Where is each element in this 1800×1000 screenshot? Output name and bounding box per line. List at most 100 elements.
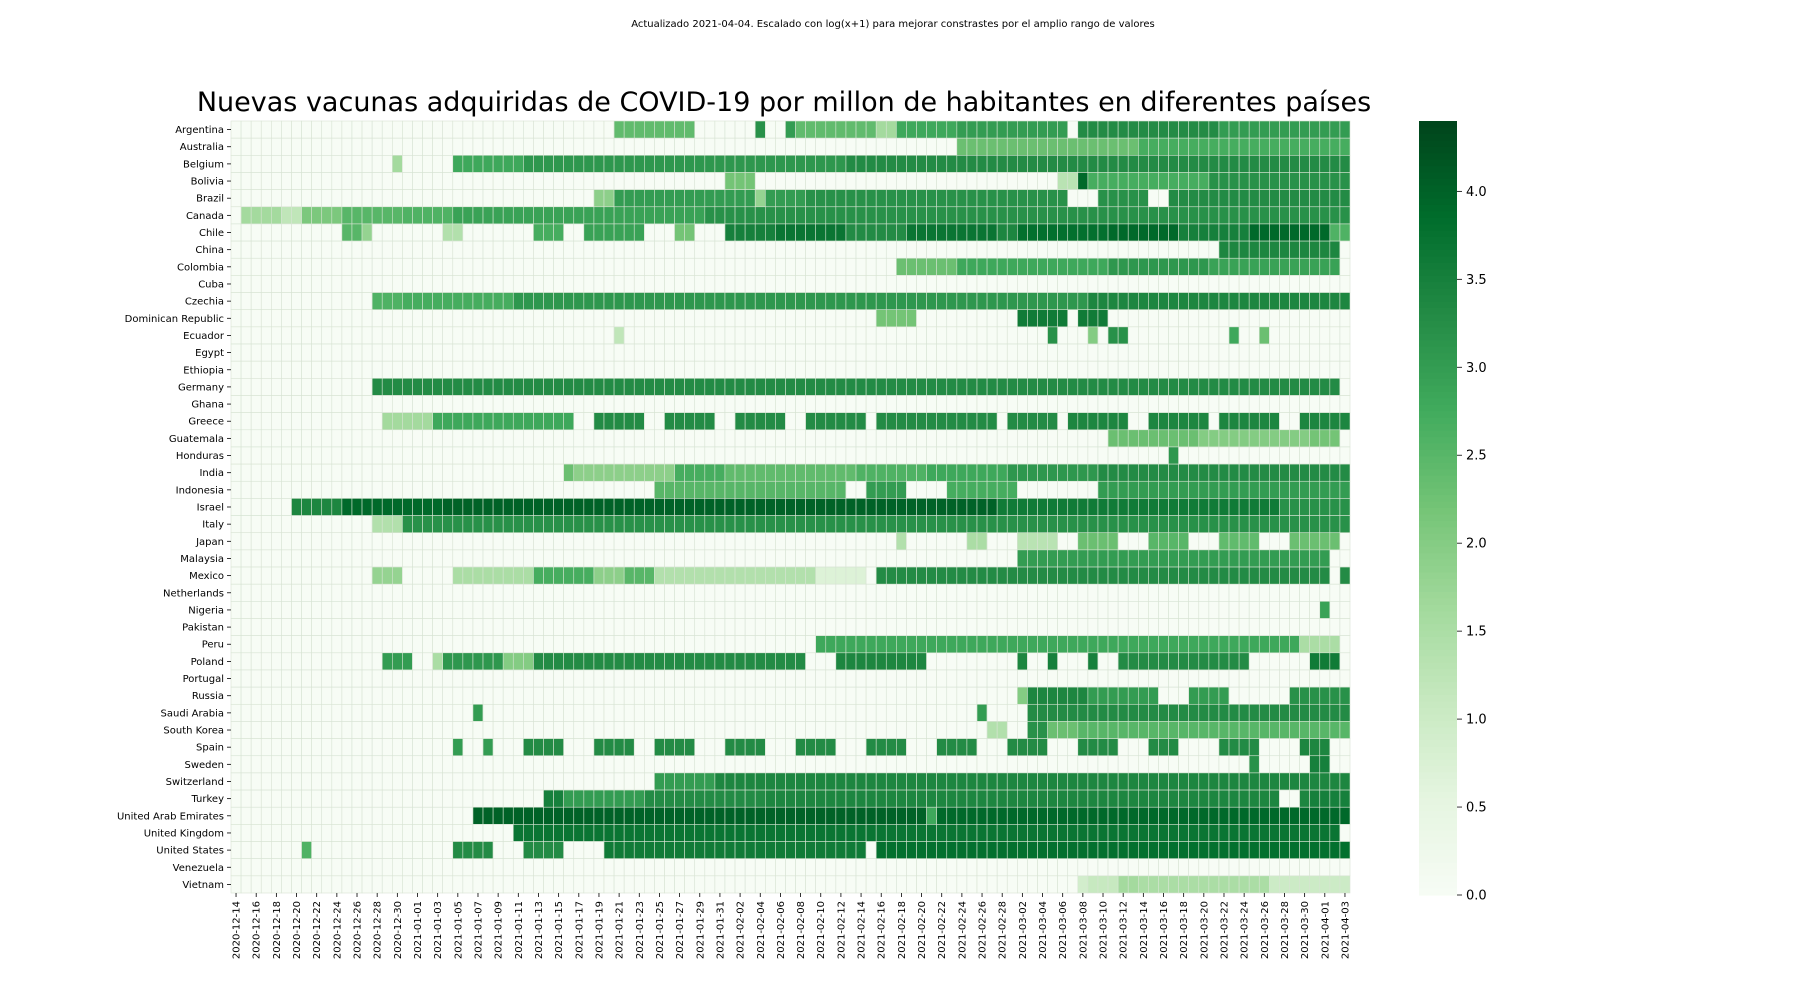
- heat-cell-ghana-2020-12-27: [361, 395, 373, 413]
- heat-cell-russia-2021-01-20: [603, 686, 615, 705]
- heat-cell-malaysia-2021-01-29: [694, 549, 706, 568]
- heat-cell-pakistan-2021-01-09: [492, 618, 504, 636]
- heat-cell-chile-2021-02-22: [936, 223, 948, 242]
- heat-cell-spain-2021-02-06: [775, 738, 786, 757]
- heat-cell-peru-2020-12-21: [301, 635, 312, 654]
- heat-cell-united-kingdom-2021-01-18: [583, 824, 595, 842]
- heat-cell-united-arab-emirates-2021-02-06: [775, 806, 786, 825]
- heat-cell-italy-2021-03-18: [1178, 515, 1189, 534]
- heat-cell-saudi-arabia-2021-02-04: [754, 703, 766, 722]
- heat-cell-ethiopia-2021-03-06: [1057, 360, 1069, 379]
- heat-cell-brazil-2021-01-28: [684, 189, 696, 208]
- heat-cell-turkey-2021-02-12: [835, 789, 847, 808]
- heat-cell-venezuela-2021-02-03: [744, 858, 756, 877]
- heat-cell-canada-2021-02-03: [744, 206, 756, 225]
- heat-cell-turkey-2021-01-30: [704, 789, 716, 808]
- heat-cell-poland-2021-02-27: [986, 652, 998, 671]
- heat-cell-colombia-2021-03-27: [1269, 257, 1280, 276]
- heat-cell-germany-2021-02-10: [815, 378, 827, 396]
- heat-cell-guatemala-2021-03-05: [1047, 429, 1058, 448]
- heat-cell-cuba-2020-12-28: [371, 275, 383, 293]
- heat-cell-india-2021-01-27: [674, 463, 685, 482]
- heat-cell-sweden-2021-03-01: [1006, 755, 1018, 774]
- heat-cell-venezuela-2021-01-29: [694, 858, 706, 877]
- heat-cell-australia-2020-12-28: [371, 137, 383, 156]
- heat-cell-united-arab-emirates-2021-03-13: [1127, 806, 1139, 825]
- heat-cell-greece-2021-03-25: [1248, 412, 1260, 431]
- heat-cell-israel-2021-02-02: [734, 498, 746, 516]
- heat-cell-peru-2021-01-26: [664, 635, 675, 654]
- heat-cell-mexico-2021-03-04: [1037, 566, 1048, 585]
- heat-cell-cuba-2020-12-26: [351, 275, 363, 293]
- heat-cell-united-arab-emirates-2021-01-14: [543, 806, 554, 825]
- heat-cell-united-arab-emirates-2021-03-17: [1168, 806, 1179, 825]
- heat-cell-argentina-2021-01-26: [664, 120, 675, 139]
- heat-cell-south-korea-2021-02-11: [825, 721, 837, 739]
- heat-cell-argentina-2021-02-28: [996, 120, 1008, 139]
- heat-cell-australia-2021-02-06: [775, 137, 786, 156]
- heat-cell-australia-2021-02-01: [724, 137, 736, 156]
- heat-cell-ethiopia-2021-03-12: [1117, 360, 1129, 379]
- heat-cell-australia-2021-03-30: [1299, 137, 1310, 156]
- heat-cell-ethiopia-2021-03-21: [1208, 360, 1220, 379]
- heat-cell-chile-2020-12-25: [341, 223, 353, 242]
- heat-cell-australia-2021-04-02: [1329, 137, 1341, 156]
- heat-cell-nigeria-2021-02-26: [976, 601, 988, 619]
- heat-cell-mexico-2021-01-22: [623, 566, 635, 585]
- heat-cell-venezuela-2021-01-31: [714, 858, 726, 877]
- heat-cell-czechia-2021-01-17: [573, 292, 585, 311]
- heat-cell-united-states-2021-03-23: [1228, 841, 1240, 859]
- heat-cell-honduras-2021-03-06: [1057, 446, 1069, 465]
- heat-cell-pakistan-2021-03-29: [1289, 618, 1300, 636]
- heat-cell-ecuador-2020-12-17: [260, 326, 272, 345]
- heat-cell-nigeria-2021-03-27: [1269, 601, 1280, 619]
- heat-cell-mexico-2021-01-14: [543, 566, 554, 585]
- heat-cell-canada-2021-04-01: [1319, 206, 1331, 225]
- heat-cell-honduras-2021-01-23: [633, 446, 645, 465]
- heat-cell-colombia-2021-02-11: [825, 257, 837, 276]
- heat-cell-mexico-2021-03-11: [1107, 566, 1119, 585]
- heat-cell-dominican-republic-2020-12-20: [291, 309, 302, 328]
- heat-cell-australia-2021-03-28: [1279, 137, 1290, 156]
- heat-cell-greece-2021-03-02: [1017, 412, 1028, 431]
- heat-cell-russia-2021-02-26: [976, 686, 988, 705]
- heat-cell-south-korea-2021-02-24: [956, 721, 968, 739]
- heat-cell-switzerland-2021-02-04: [754, 772, 766, 791]
- heat-cell-indonesia-2021-01-12: [523, 480, 534, 499]
- heat-cell-china-2021-03-23: [1228, 240, 1240, 259]
- heat-cell-brazil-2021-03-28: [1279, 189, 1290, 208]
- heat-cell-guatemala-2021-02-26: [976, 429, 988, 448]
- heat-cell-malaysia-2021-02-18: [896, 549, 907, 568]
- heat-cell-brazil-2021-01-03: [432, 189, 443, 208]
- heat-cell-united-kingdom-2021-01-17: [573, 824, 585, 842]
- heat-cell-united-kingdom-2020-12-23: [321, 824, 333, 842]
- heat-cell-netherlands-2021-03-06: [1057, 583, 1069, 602]
- heat-cell-south-korea-2021-03-10: [1097, 721, 1109, 739]
- heat-cell-honduras-2021-02-14: [855, 446, 867, 465]
- heat-cell-indonesia-2021-02-25: [966, 480, 978, 499]
- heat-cell-cuba-2020-12-24: [331, 275, 343, 293]
- heat-cell-italy-2021-02-22: [936, 515, 948, 534]
- heat-cell-colombia-2021-01-21: [613, 257, 625, 276]
- heat-cell-mexico-2021-02-28: [996, 566, 1008, 585]
- heat-cell-venezuela-2021-02-11: [825, 858, 837, 877]
- heat-cell-venezuela-2020-12-21: [301, 858, 312, 877]
- heat-cell-egypt-2021-01-05: [452, 343, 464, 362]
- heat-cell-belgium-2021-02-21: [926, 155, 937, 173]
- heat-cell-peru-2021-01-10: [502, 635, 514, 654]
- heat-cell-sweden-2021-01-29: [694, 755, 706, 774]
- heat-cell-malaysia-2021-02-17: [885, 549, 897, 568]
- heat-cell-belgium-2021-04-01: [1319, 155, 1331, 173]
- heat-cell-argentina-2021-02-11: [825, 120, 837, 139]
- heat-cell-portugal-2021-01-16: [563, 669, 575, 688]
- heat-cell-netherlands-2021-01-05: [452, 583, 464, 602]
- heat-cell-bolivia-2021-01-22: [623, 172, 635, 190]
- heat-cell-czechia-2021-01-06: [462, 292, 474, 311]
- heat-cell-canada-2021-03-10: [1097, 206, 1109, 225]
- heat-cell-nigeria-2021-04-01: [1319, 601, 1331, 619]
- heat-cell-cuba-2021-01-30: [704, 275, 716, 293]
- heat-cell-saudi-arabia-2021-03-06: [1057, 703, 1069, 722]
- heat-cell-dominican-republic-2021-01-24: [644, 309, 655, 328]
- heat-cell-vietnam-2021-02-09: [805, 875, 816, 894]
- heat-cell-honduras-2020-12-26: [351, 446, 363, 465]
